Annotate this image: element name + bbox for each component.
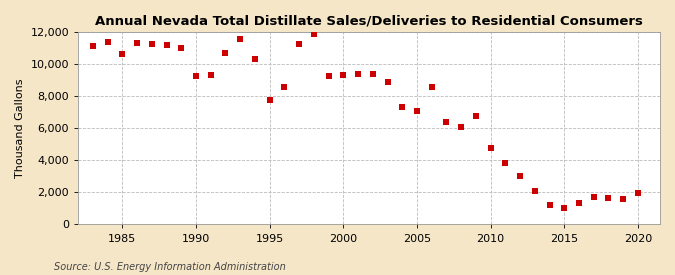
Y-axis label: Thousand Gallons: Thousand Gallons xyxy=(15,78,25,178)
Point xyxy=(205,73,216,78)
Point xyxy=(456,125,466,130)
Point xyxy=(117,51,128,56)
Point xyxy=(88,44,99,49)
Point xyxy=(294,42,304,46)
Point xyxy=(529,189,540,193)
Point xyxy=(485,146,496,150)
Title: Annual Nevada Total Distillate Sales/Deliveries to Residential Consumers: Annual Nevada Total Distillate Sales/Del… xyxy=(95,15,643,28)
Point xyxy=(279,85,290,89)
Point xyxy=(146,42,157,46)
Text: Source: U.S. Energy Information Administration: Source: U.S. Energy Information Administ… xyxy=(54,262,286,272)
Point xyxy=(367,72,378,77)
Point xyxy=(412,108,423,113)
Point xyxy=(190,74,201,78)
Point xyxy=(514,174,525,178)
Point xyxy=(589,195,599,199)
Point xyxy=(382,79,393,84)
Point xyxy=(618,197,628,201)
Point xyxy=(161,43,172,47)
Point xyxy=(323,74,334,78)
Point xyxy=(265,98,275,102)
Point xyxy=(574,201,585,205)
Point xyxy=(220,51,231,55)
Point xyxy=(559,205,570,210)
Point xyxy=(338,73,349,78)
Point xyxy=(500,161,511,165)
Point xyxy=(352,72,363,77)
Point xyxy=(441,120,452,124)
Point xyxy=(132,41,142,45)
Point xyxy=(470,114,481,118)
Point xyxy=(235,37,246,41)
Point xyxy=(427,85,437,89)
Point xyxy=(603,196,614,200)
Point xyxy=(250,57,261,61)
Point xyxy=(632,191,643,195)
Point xyxy=(397,105,408,109)
Point xyxy=(308,31,319,36)
Point xyxy=(176,46,187,50)
Point xyxy=(544,203,555,207)
Point xyxy=(103,40,113,45)
